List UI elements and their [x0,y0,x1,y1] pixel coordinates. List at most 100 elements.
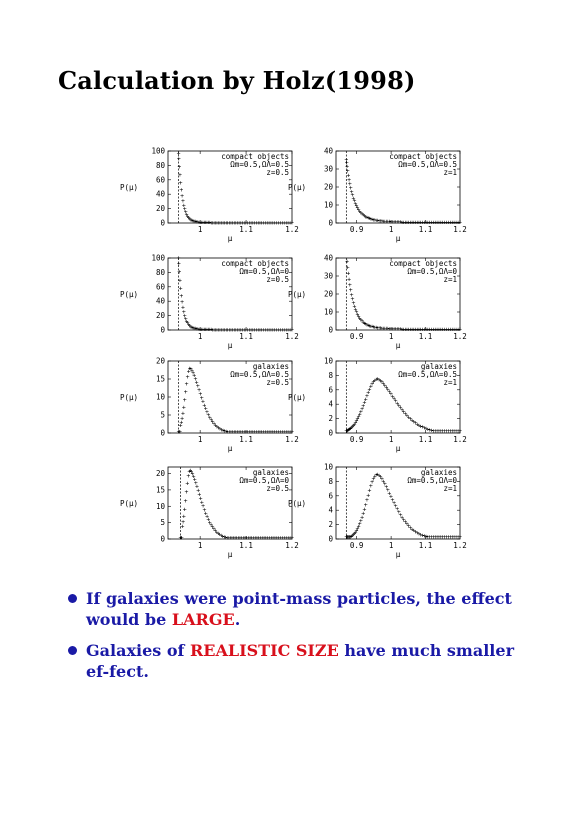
y-tick-label: 8 [328,477,333,486]
data-point: + [360,514,364,522]
data-point: + [384,325,388,333]
y-tick-label: 0 [328,535,333,544]
data-point: + [365,214,369,222]
data-point: + [394,397,398,405]
x-tick-label: 1.1 [239,225,253,234]
data-point: + [227,534,231,542]
data-point: + [373,323,377,331]
data-point: + [345,258,349,266]
data-point: + [275,219,279,227]
data-point: + [193,325,197,333]
panel-annotation: Ωm=0.5,ΩΛ=0 [407,476,457,485]
x-tick-label: 0.9 [350,435,364,444]
data-point: + [202,401,206,409]
data-point: + [278,428,282,436]
data-point: + [400,325,404,333]
data-point: + [222,533,226,541]
data-point: + [180,192,184,200]
data-point: + [290,326,294,334]
data-point: + [191,217,195,225]
x-tick-label: 1 [389,435,394,444]
data-point: + [183,396,187,404]
data-point: + [351,295,355,303]
data-point: + [227,219,231,227]
data-point: + [201,502,205,510]
data-point: + [454,427,458,435]
data-point: + [357,413,361,421]
y-tick-label: 4 [328,506,333,515]
chart-panel: 0 5 10 15 20 1 1.1 1.2 P(μ) μ galaxiesΩm=0.5,ΩΛ=0z… [120,467,299,559]
data-point: + [215,326,219,334]
data-point: + [439,326,443,334]
data-point: + [282,219,286,227]
data-point: + [250,534,254,542]
x-tick-label: 1.2 [285,541,299,550]
data-point: + [458,533,462,541]
data-point: + [217,326,221,334]
data-point: + [354,417,358,425]
data-point: + [212,326,216,334]
data-point: + [397,325,401,333]
data-point: + [290,534,294,542]
data-point: + [345,427,349,435]
data-point: + [443,219,447,227]
x-axis-label: μ [396,444,401,453]
x-tick-label: 1.2 [453,435,467,444]
data-point: + [219,532,223,540]
data-point: + [245,534,249,542]
data-point: + [253,428,257,436]
data-point: + [186,212,190,220]
data-point: + [443,326,447,334]
x-tick-label: 1 [389,541,394,550]
data-point: + [191,369,195,377]
data-point: + [237,219,241,227]
data-point: + [197,386,201,394]
data-point: + [273,326,277,334]
x-tick-label: 1.2 [453,332,467,341]
data-point: + [182,202,186,210]
data-point: + [196,218,200,226]
y-tick-label: 10 [156,393,166,402]
data-point: + [352,302,356,310]
data-point: + [433,219,437,227]
data-point: + [249,326,253,334]
data-point: + [349,424,353,432]
data-point: + [177,163,181,171]
data-point: + [431,533,435,541]
data-point: + [209,416,213,424]
data-point: + [386,386,390,394]
y-tick-label: 60 [156,282,166,291]
data-point: + [262,534,266,542]
data-point: + [260,326,264,334]
data-point: + [366,321,370,329]
data-point: + [374,216,378,224]
data-point: + [220,326,224,334]
x-tick-label: 1 [198,225,203,234]
data-point: + [391,496,395,504]
data-point: + [365,392,369,400]
data-point: + [266,534,270,542]
y-axis-label: P(μ) [288,183,306,192]
bullet-text-end: . [234,610,241,629]
data-point: + [208,414,212,422]
data-point: + [412,527,416,535]
panel-annotation: z=0.5 [266,168,289,177]
data-point: + [437,326,441,334]
y-tick-label: 0 [160,429,165,438]
data-point: + [185,479,189,487]
data-point: + [361,510,365,518]
bullet-highlight: LARGE [171,610,235,629]
data-point: + [177,428,181,436]
data-point: + [379,324,383,332]
data-point: + [209,326,213,334]
data-point: + [389,325,393,333]
data-point: + [412,219,416,227]
y-tick-label: 10 [324,308,334,317]
data-point: + [384,483,388,491]
data-point: + [234,219,238,227]
data-point: + [178,534,182,542]
data-point: + [384,383,388,391]
data-point: + [397,508,401,516]
data-point: + [410,326,414,334]
data-point: + [360,210,364,218]
